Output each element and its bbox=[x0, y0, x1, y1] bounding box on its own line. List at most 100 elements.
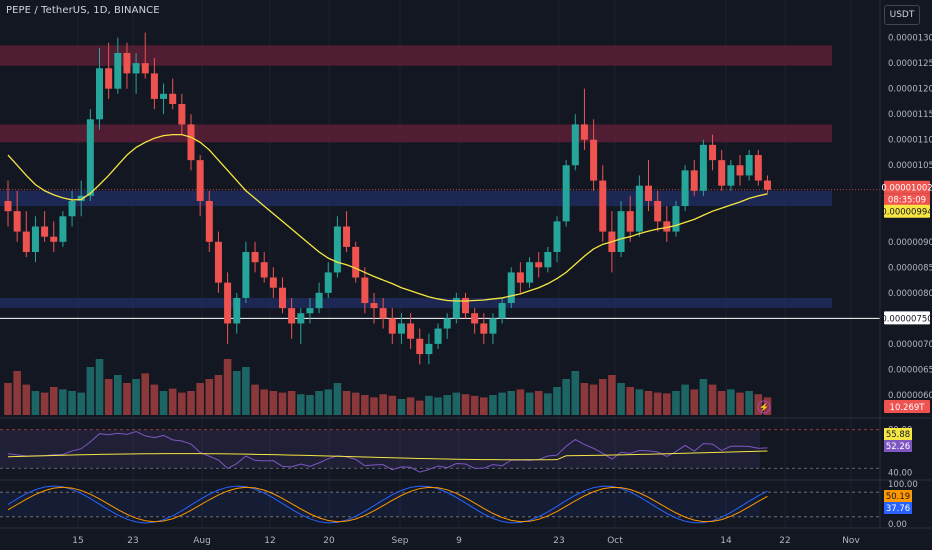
candle-body bbox=[690, 170, 698, 191]
volume-bar bbox=[708, 384, 717, 415]
volume-bar bbox=[13, 371, 21, 415]
lightning-icon bbox=[757, 400, 771, 414]
volume-bar bbox=[598, 379, 607, 415]
blue-zone bbox=[0, 297, 832, 309]
volume-bar bbox=[242, 367, 250, 415]
candle-body bbox=[745, 155, 753, 176]
candle-body bbox=[434, 328, 442, 344]
volume-bar bbox=[562, 379, 570, 415]
rsi-band bbox=[0, 429, 760, 469]
candle-body bbox=[388, 318, 396, 334]
candle-body bbox=[260, 262, 268, 278]
candle-body bbox=[169, 93, 177, 104]
candle-body bbox=[224, 282, 232, 324]
volume-bar bbox=[31, 391, 40, 415]
volume-bar bbox=[370, 397, 378, 415]
candle-body bbox=[324, 272, 332, 293]
stoch-d-value-label: 50.19 bbox=[886, 492, 910, 502]
x-tick-label: 22 bbox=[779, 536, 790, 546]
candle-body bbox=[681, 170, 689, 207]
volume-bar bbox=[59, 389, 67, 415]
volume-bar bbox=[287, 391, 296, 415]
x-tick-label: 14 bbox=[720, 536, 732, 546]
volume-bar bbox=[342, 391, 351, 415]
volume-bar bbox=[507, 391, 516, 415]
volume-bar bbox=[297, 394, 305, 415]
volume-bar bbox=[415, 400, 424, 415]
x-tick-label: 23 bbox=[553, 536, 564, 546]
volume-bar bbox=[333, 383, 342, 415]
volume-bar bbox=[251, 384, 259, 415]
volume-bar bbox=[626, 387, 634, 415]
candle-body bbox=[41, 226, 49, 237]
volume-bar bbox=[4, 383, 12, 415]
ma-value-label-bg bbox=[884, 204, 930, 218]
x-tick-label: 23 bbox=[127, 536, 138, 546]
moving-average-line bbox=[7, 133, 768, 302]
candle-body bbox=[626, 211, 634, 232]
candle-body bbox=[645, 185, 652, 201]
volume-bar bbox=[123, 383, 131, 415]
currency-button[interactable]: USDT bbox=[884, 5, 920, 25]
volume-bar bbox=[77, 392, 85, 415]
rsi-ma-line bbox=[7, 450, 768, 461]
candle-body bbox=[480, 323, 488, 334]
candle-body bbox=[535, 262, 543, 268]
candle-body bbox=[590, 139, 598, 181]
red-zone bbox=[0, 45, 832, 66]
volume-bar bbox=[397, 399, 406, 415]
volume-bar bbox=[498, 392, 506, 415]
candle-body bbox=[754, 155, 762, 181]
candle-body bbox=[50, 236, 58, 242]
candle-body bbox=[306, 308, 314, 314]
candle-body bbox=[31, 226, 39, 252]
volume-bar bbox=[351, 392, 360, 415]
candle-body bbox=[425, 343, 433, 355]
rsi-value-bg bbox=[884, 428, 912, 440]
candle-body bbox=[379, 308, 387, 319]
x-tick-label: Sep bbox=[392, 536, 409, 546]
candle-body bbox=[553, 221, 561, 252]
rsi-ma-value-label: 52.26 bbox=[886, 442, 910, 452]
volume-bar bbox=[196, 383, 204, 415]
volume-bar bbox=[745, 391, 753, 415]
candle-body bbox=[443, 318, 451, 329]
volume-bar bbox=[571, 371, 580, 415]
candle-body bbox=[580, 124, 588, 140]
volume-bar bbox=[150, 384, 159, 415]
volume-bar bbox=[644, 391, 653, 415]
volume-bar bbox=[315, 391, 323, 415]
candle-body bbox=[279, 287, 286, 309]
volume-bar bbox=[406, 397, 415, 415]
candle-body bbox=[489, 318, 497, 334]
candle-body bbox=[132, 63, 140, 74]
candle-body bbox=[242, 252, 250, 298]
x-tick-label: 12 bbox=[264, 536, 275, 546]
lightning-glyph: ⚡ bbox=[759, 402, 769, 412]
volume-bar bbox=[516, 389, 525, 415]
rsi-line bbox=[7, 430, 768, 473]
candle-body bbox=[352, 246, 360, 278]
volume-bar bbox=[361, 395, 369, 415]
candle-body bbox=[654, 200, 662, 222]
volume-bar bbox=[727, 389, 735, 415]
volume-bar bbox=[168, 388, 177, 415]
candle-body bbox=[397, 323, 405, 334]
candle-body bbox=[462, 297, 469, 314]
last-price-label: 0.00001002 bbox=[881, 184, 932, 194]
volume-bar bbox=[461, 394, 470, 415]
volume-bar bbox=[104, 379, 113, 415]
candle-body bbox=[370, 303, 378, 309]
candle-body bbox=[452, 297, 460, 319]
candle-body bbox=[663, 221, 671, 232]
volume-bar bbox=[635, 389, 644, 415]
volume-bar bbox=[114, 375, 122, 415]
candle-body bbox=[297, 313, 305, 324]
volume-bar bbox=[223, 359, 232, 415]
volume-bar bbox=[480, 397, 488, 415]
